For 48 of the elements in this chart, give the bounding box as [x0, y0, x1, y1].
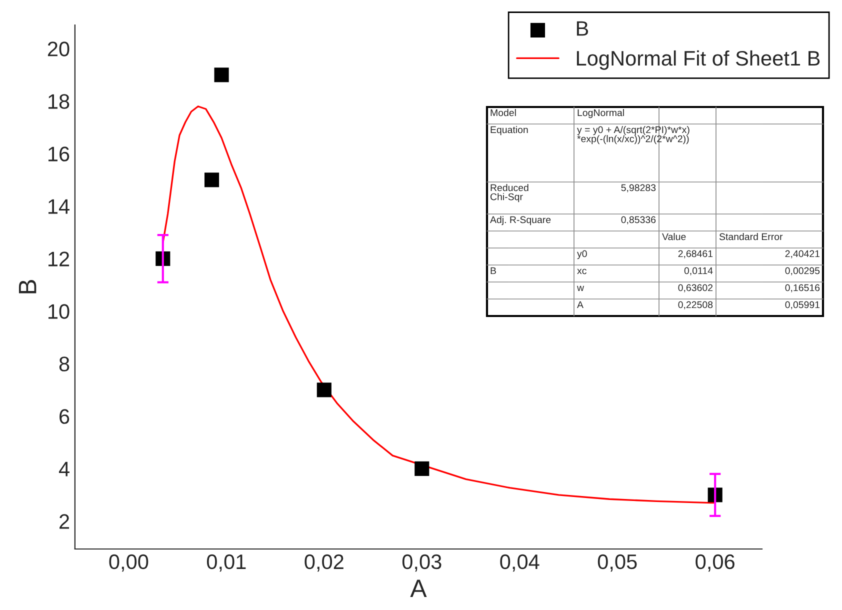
- x-tick-label: 0,02: [304, 554, 344, 572]
- annotation: 5,98283: [621, 184, 656, 192]
- annotation: B: [490, 267, 496, 274]
- y-tick-label: 16: [48, 146, 70, 162]
- annotation: y0: [577, 250, 587, 260]
- y-tick-label: 6: [60, 409, 70, 424]
- annotation: LogNormal: [578, 109, 624, 118]
- annotation: 0,22508: [678, 301, 713, 310]
- annotation: Value: [662, 233, 686, 240]
- annotation: 2,68461: [678, 250, 713, 258]
- annotation: w: [576, 286, 584, 292]
- x-tick-label: 0,04: [500, 554, 540, 572]
- y-tick-label: 10: [48, 304, 70, 319]
- annotation: 0,85336: [621, 216, 656, 224]
- x-tick-label: 0,06: [696, 554, 734, 572]
- point: [214, 68, 229, 82]
- y-tick-label: 4: [58, 462, 70, 476]
- annotation: Model: [490, 109, 516, 116]
- legend-label: B: [576, 21, 588, 36]
- text: 0,05991: [785, 301, 820, 310]
- legend-label: LogNormal Fit of Sheet1 B: [576, 50, 820, 70]
- annotation: xc: [577, 268, 586, 274]
- text: 2,40421: [785, 250, 820, 258]
- y-tick-label: 12: [48, 252, 70, 266]
- annotation: 0,0114: [684, 267, 713, 276]
- y-axis-title: B: [18, 280, 36, 294]
- annotation: Equation: [490, 126, 528, 136]
- point: [204, 172, 220, 188]
- y-tick-label: 20: [48, 42, 70, 56]
- y-tick-label: 2: [60, 514, 70, 529]
- x-tick-label: 0,03: [402, 554, 442, 572]
- x-axis-title: A: [410, 580, 427, 597]
- annotation: A: [577, 301, 584, 308]
- text: 0,16516: [785, 284, 820, 292]
- y-tick-label: 14: [48, 199, 70, 214]
- y-tick-label: 8: [59, 356, 70, 372]
- text: 0,00295: [785, 267, 820, 276]
- annotation: Standard Error: [719, 233, 783, 240]
- y-tick-label: 18: [48, 94, 70, 109]
- annotation: Reduced Chi-Sqr: [490, 184, 528, 202]
- x-tick-label: 0,01: [206, 554, 246, 572]
- point: [414, 461, 430, 476]
- annotation: Adj. R-Square: [490, 216, 551, 226]
- annotation: 0,63602: [678, 284, 713, 292]
- point: [316, 382, 332, 398]
- annotation: y = y0 + A/(sqrt(2*PI)*w*x) *exp(-(ln(x/xc))^2/(2*w^2)): [577, 126, 690, 144]
- x-tick-label: 0,00: [109, 554, 148, 572]
- x-tick-label: 0,05: [598, 554, 637, 572]
